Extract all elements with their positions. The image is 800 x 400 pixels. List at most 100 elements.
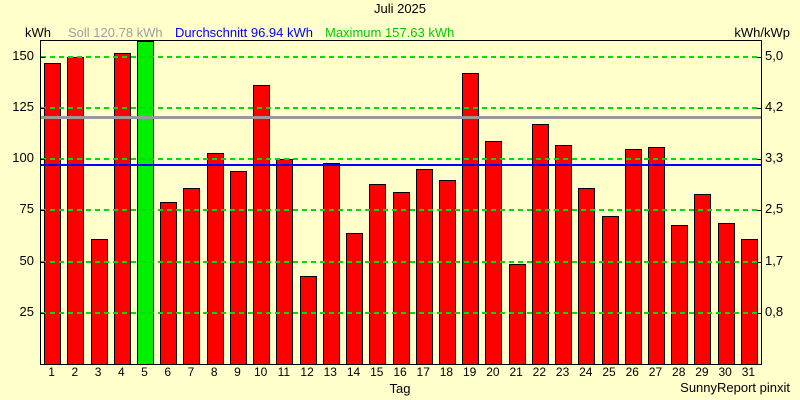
bar-day-28 xyxy=(671,224,689,364)
x-label-day-26: 26 xyxy=(625,365,639,379)
legend-row: kWh Soll 120.78 kWh Durchschnitt 96.94 k… xyxy=(0,25,800,40)
legend-soll: Soll 120.78 kWh xyxy=(68,25,163,40)
x-label-day-4: 4 xyxy=(117,365,125,379)
x-label-day-20: 20 xyxy=(486,365,500,379)
bar-day-9 xyxy=(229,171,247,364)
axis-tick xyxy=(757,210,761,212)
x-label-day-8: 8 xyxy=(210,365,218,379)
left-axis-unit: kWh xyxy=(25,25,51,40)
soll-line xyxy=(41,115,761,119)
bar-day-20 xyxy=(485,140,503,364)
x-label-day-18: 18 xyxy=(439,365,454,379)
y-left-label-125: 125 xyxy=(12,98,34,114)
bar-day-14 xyxy=(346,232,364,364)
bar-day-8 xyxy=(206,152,224,364)
bar-day-18 xyxy=(438,179,456,364)
bar-day-3 xyxy=(90,239,108,364)
bar-day-7 xyxy=(183,187,201,364)
x-label-day-15: 15 xyxy=(370,365,384,379)
x-axis-title: Tag xyxy=(389,381,411,396)
x-label-day-1: 1 xyxy=(48,365,55,379)
x-label-day-29: 29 xyxy=(695,365,709,379)
bar-day-29 xyxy=(694,193,712,364)
axis-tick xyxy=(757,159,761,161)
right-axis-unit: kWh/kWp xyxy=(734,25,790,40)
axis-tick xyxy=(41,107,45,109)
bar-day-30 xyxy=(717,222,735,364)
x-label-day-5: 5 xyxy=(141,365,148,379)
x-label-day-30: 30 xyxy=(718,365,732,379)
bar-day-1 xyxy=(44,62,62,364)
y-right-label-1,7: 1,7 xyxy=(765,252,784,268)
bar-day-25 xyxy=(601,216,619,364)
gridline-125 xyxy=(41,106,761,109)
bar-day-6 xyxy=(160,202,178,364)
bar-day-16 xyxy=(392,191,410,364)
x-label-day-22: 22 xyxy=(532,365,547,379)
x-label-day-2: 2 xyxy=(71,365,79,379)
x-label-day-13: 13 xyxy=(323,365,337,379)
x-label-day-3: 3 xyxy=(94,365,102,379)
gridline-100 xyxy=(41,158,761,161)
axis-tick xyxy=(41,56,45,58)
legend-average: Durchschnitt 96.94 kWh xyxy=(175,25,314,40)
x-label-day-16: 16 xyxy=(393,365,407,379)
chart-title: Juli 2025 xyxy=(373,1,427,16)
bar-day-15 xyxy=(369,183,387,364)
x-label-day-24: 24 xyxy=(579,365,593,379)
bar-day-23 xyxy=(555,144,573,364)
y-right-label-4,2: 4,2 xyxy=(765,98,784,114)
x-label-day-27: 27 xyxy=(648,365,663,379)
bar-day-13 xyxy=(322,163,340,364)
bar-day-10 xyxy=(253,85,271,364)
x-label-day-19: 19 xyxy=(462,365,477,379)
axis-tick xyxy=(757,56,761,58)
x-label-day-23: 23 xyxy=(555,365,570,379)
bar-day-26 xyxy=(624,148,642,364)
legend-maximum: Maximum 157.63 kWh xyxy=(325,25,455,40)
axis-tick xyxy=(41,210,45,212)
axis-tick xyxy=(41,261,45,263)
x-label-day-9: 9 xyxy=(234,365,241,379)
gridline-75 xyxy=(41,209,761,212)
y-left-label-100: 100 xyxy=(12,150,34,166)
average-line xyxy=(41,164,761,167)
gridline-50 xyxy=(41,260,761,263)
bar-day-19 xyxy=(462,73,480,364)
x-label-day-25: 25 xyxy=(602,365,616,379)
plot-area xyxy=(40,40,762,365)
bar-day-17 xyxy=(415,169,433,364)
y-left-label-25: 25 xyxy=(19,303,34,319)
bar-day-5 xyxy=(137,41,155,364)
bar-day-24 xyxy=(578,187,596,364)
axis-tick xyxy=(41,312,45,314)
gridline-25 xyxy=(41,311,761,314)
y-left-label-75: 75 xyxy=(19,201,34,217)
x-label-day-17: 17 xyxy=(416,365,430,379)
x-label-day-28: 28 xyxy=(672,365,686,379)
x-label-day-6: 6 xyxy=(164,365,172,379)
x-label-day-12: 12 xyxy=(300,365,314,379)
bar-day-22 xyxy=(531,124,549,364)
credit-text: SunnyReport pinxit xyxy=(680,380,790,395)
axis-tick xyxy=(41,159,45,161)
bar-day-21 xyxy=(508,263,526,364)
x-label-day-11: 11 xyxy=(277,365,291,379)
x-label-day-14: 14 xyxy=(346,365,361,379)
gridline-150 xyxy=(41,55,761,58)
y-right-label-5,0: 5,0 xyxy=(765,47,784,63)
bar-day-4 xyxy=(113,52,131,364)
x-label-day-31: 31 xyxy=(741,365,756,379)
y-left-label-150: 150 xyxy=(12,47,34,63)
x-label-day-7: 7 xyxy=(187,365,195,379)
y-right-label-0,8: 0,8 xyxy=(765,303,784,319)
bar-day-31 xyxy=(740,239,758,364)
y-left-label-50: 50 xyxy=(19,252,34,268)
x-label-day-10: 10 xyxy=(253,365,268,379)
axis-tick xyxy=(757,312,761,314)
y-right-label-2,5: 2,5 xyxy=(765,201,784,217)
x-label-day-21: 21 xyxy=(509,365,523,379)
bar-day-12 xyxy=(299,275,317,364)
axis-tick xyxy=(757,107,761,109)
